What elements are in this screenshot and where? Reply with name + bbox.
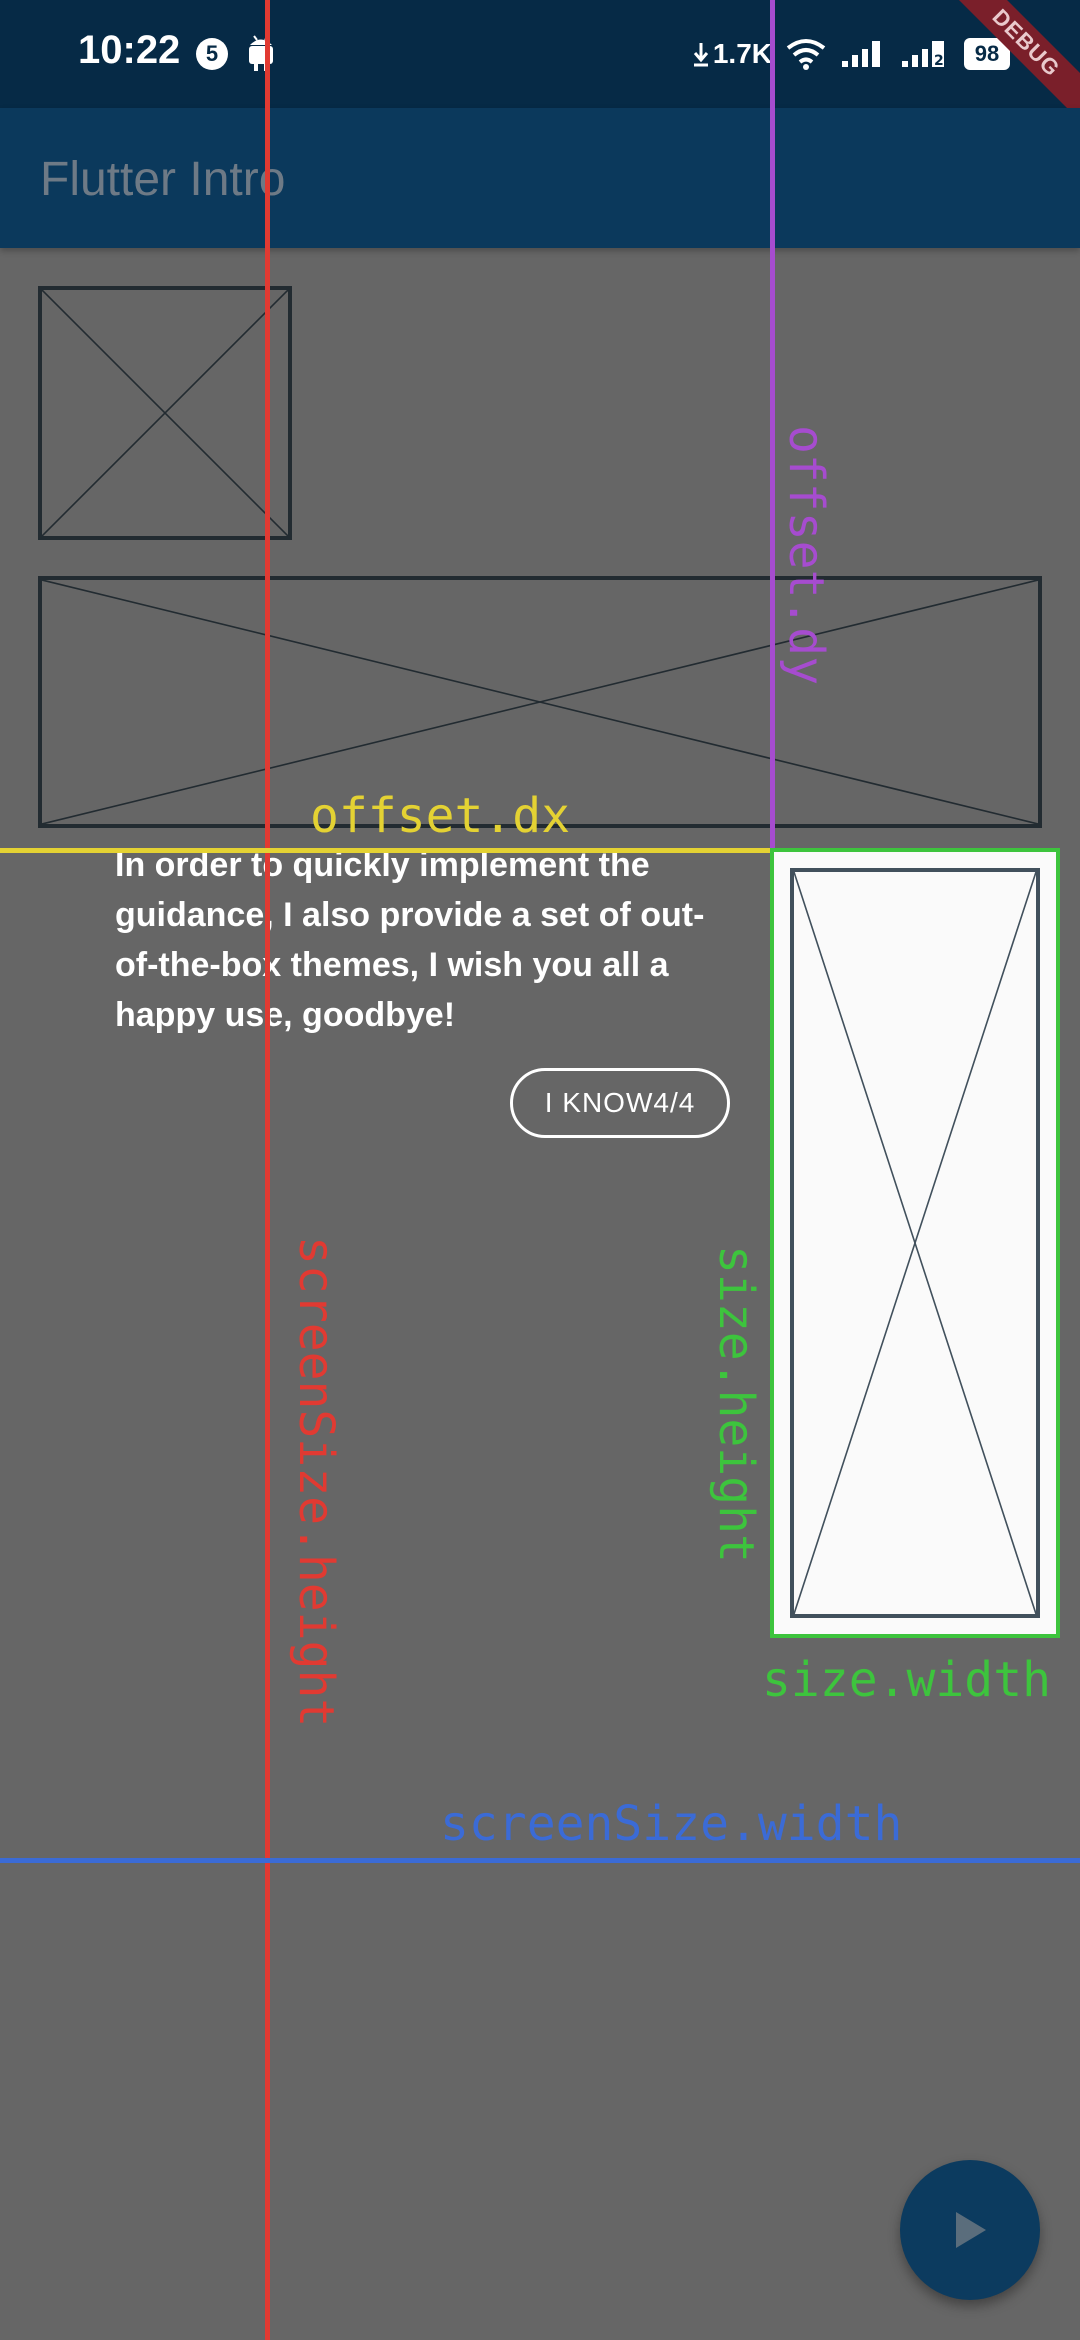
size-width-label: size.width bbox=[762, 1652, 1051, 1708]
status-time: 10:22 bbox=[78, 28, 181, 72]
screen-width-label: screenSize.width bbox=[440, 1796, 903, 1852]
i-know-button[interactable]: I KNOW4/4 bbox=[510, 1068, 730, 1138]
status-bar: 10:22 5 1.7K bbox=[0, 0, 1080, 133]
screen-height-label: screenSize.height bbox=[288, 1236, 344, 1728]
screen-height-line bbox=[265, 0, 270, 2340]
svg-text:2: 2 bbox=[934, 53, 944, 69]
app-bar-title: Flutter Intro bbox=[40, 153, 286, 206]
signal-sim2-icon: 2 bbox=[902, 41, 944, 69]
play-fab-button[interactable] bbox=[900, 2160, 1040, 2300]
offset-dy-line bbox=[770, 0, 775, 848]
android-icon bbox=[246, 34, 276, 79]
notification-count-badge: 5 bbox=[196, 38, 228, 70]
play-icon bbox=[956, 2212, 986, 2248]
placeholder-wide bbox=[38, 576, 1042, 828]
offset-dx-line bbox=[0, 848, 770, 853]
app-bar: Flutter Intro bbox=[0, 108, 1080, 248]
net-speed: 1.7K bbox=[693, 38, 772, 70]
highlighted-target-widget[interactable] bbox=[770, 848, 1060, 1638]
target-placeholder bbox=[790, 868, 1040, 1618]
offset-dx-label: offset.dx bbox=[310, 788, 571, 844]
offset-dy-label: offset.dy bbox=[778, 425, 834, 686]
net-speed-value: 1.7K bbox=[712, 38, 772, 69]
placeholder-square bbox=[38, 286, 292, 540]
download-arrow-icon bbox=[693, 43, 708, 67]
screen-width-line bbox=[0, 1858, 1080, 1863]
signal-icon bbox=[842, 41, 880, 67]
guide-message: In order to quickly implement the guidan… bbox=[115, 846, 705, 1034]
wifi-icon bbox=[786, 39, 826, 70]
size-height-label: size.height bbox=[708, 1245, 764, 1563]
